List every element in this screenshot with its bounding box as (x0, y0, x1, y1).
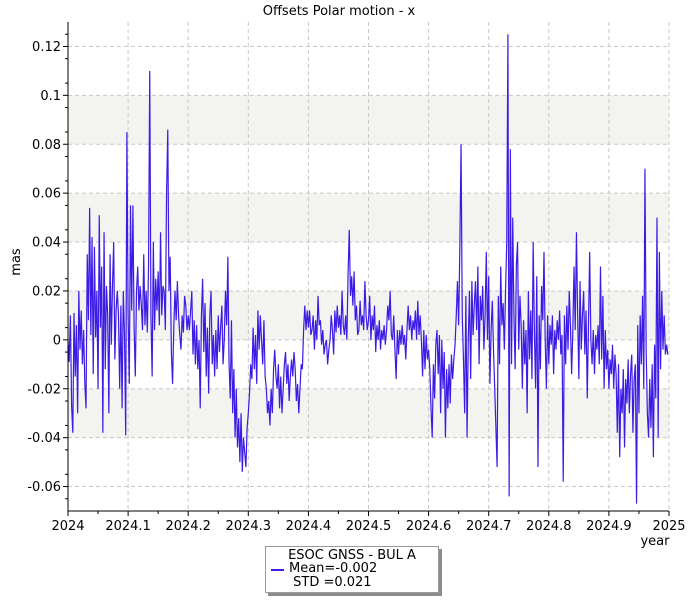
y-tick-label: 0 (53, 333, 61, 348)
y-tick-label: 0.06 (32, 187, 61, 202)
y-tick-label: 0.04 (32, 236, 61, 251)
legend-std: STD =0.021 (289, 575, 372, 590)
x-tick-label: 2024.4 (286, 519, 332, 534)
x-tick-label: 2024.5 (346, 519, 392, 534)
axes: 0.12 0.1 0.08 0.06 0.04 0.02 0 -0.02 -0.04 -0.06 2… (27, 22, 686, 534)
legend-series-swatch (271, 569, 284, 571)
y-axis-label: mas (9, 248, 24, 276)
y-tick-label: -0.02 (27, 382, 61, 397)
x-tick-label: 2024 (51, 519, 84, 534)
x-tick-label: 2025 (652, 519, 685, 534)
x-tick-label: 2024.2 (165, 519, 211, 534)
y-tick-label: 0.1 (40, 89, 61, 104)
y-tick-label: -0.04 (27, 431, 61, 446)
x-tick-label: 2024.1 (105, 519, 151, 534)
series-layer (67, 34, 669, 504)
legend-mean: Mean=-0.002 (289, 561, 378, 576)
series-line (67, 34, 669, 504)
x-axis-label: year (640, 534, 670, 549)
y-tick-label: 0.12 (32, 40, 61, 55)
y-tick-label: 0.08 (32, 138, 61, 153)
x-tick-label: 2024.9 (586, 519, 632, 534)
y-tick-label: -0.06 (27, 480, 61, 495)
chart-title: Offsets Polar motion - x (263, 4, 416, 19)
grid-lines (67, 22, 670, 511)
x-tick-label: 2024.7 (466, 519, 512, 534)
legend-box: ESOC GNSS - BUL A Mean=-0.002 STD =0.021 (265, 546, 439, 593)
legend-title: ESOC GNSS - BUL A (288, 548, 416, 563)
x-tick-label: 2024.6 (406, 519, 452, 534)
x-tick-label: 2024.8 (526, 519, 572, 534)
y-tick-label: 0.02 (32, 284, 61, 299)
x-tick-label: 2024.3 (226, 519, 272, 534)
